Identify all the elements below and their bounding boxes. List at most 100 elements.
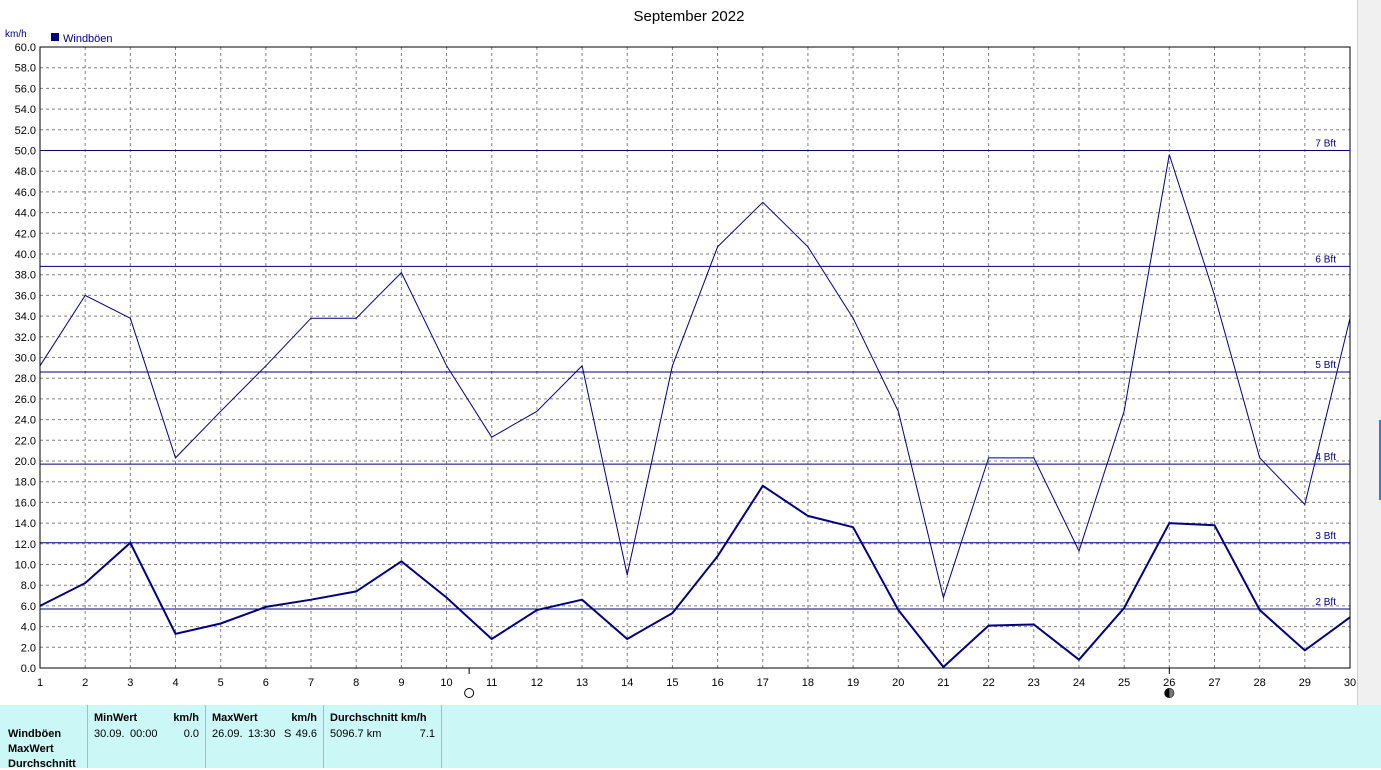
y-tick-label: 16.0 [15, 497, 36, 509]
x-tick-label: 6 [263, 677, 269, 689]
y-tick-label: 18.0 [15, 477, 36, 489]
avg-distance: 5096.7 km [330, 728, 382, 740]
min-unit: km/h [173, 712, 199, 724]
series-line-2 [39, 484, 1351, 669]
side-accent [1379, 420, 1381, 500]
x-tick-label: 8 [353, 677, 359, 689]
avg-value: 7.1 [419, 728, 435, 740]
x-tick-label: 2 [82, 677, 88, 689]
max-time: 13:30 [248, 728, 276, 740]
x-tick-label: 7 [308, 677, 314, 689]
y-tick-label: 24.0 [15, 415, 36, 427]
beaufort-label: 4 Bft [1315, 452, 1336, 463]
x-tick-label: 25 [1118, 677, 1130, 689]
x-tick-label: 1 [37, 677, 43, 689]
y-tick-label: 12.0 [15, 539, 36, 551]
y-tick-label: 36.0 [15, 290, 36, 302]
y-tick-label: 42.0 [15, 228, 36, 240]
x-tick-label: 21 [937, 677, 949, 689]
x-tick-label: 26 [1163, 677, 1175, 689]
x-tick-label: 14 [621, 677, 633, 689]
y-tick-label: 52.0 [15, 125, 36, 137]
wind-gust-chart: September 2022 km/h Windböen 0.0 2.0 4.0 6.… [5, 8, 1356, 698]
y-tick-label: 38.0 [15, 270, 36, 282]
x-tick-label: 24 [1073, 677, 1085, 689]
x-tick-label: 27 [1208, 677, 1220, 689]
max-direction: S [284, 728, 292, 740]
legend-swatch [51, 33, 59, 41]
y-tick-label: 48.0 [15, 166, 36, 178]
y-tick-label: 6.0 [21, 601, 36, 613]
max-unit: km/h [291, 712, 317, 724]
min-value: 0.0 [183, 728, 199, 740]
y-tick-label: 40.0 [15, 249, 36, 261]
y-tick-label: 28.0 [15, 373, 36, 385]
y-axis-unit: km/h [5, 29, 27, 40]
x-tick-label: 16 [711, 677, 723, 689]
x-tick-label: 15 [666, 677, 678, 689]
x-tick-label: 18 [802, 677, 814, 689]
min-time: 00:00 [130, 728, 158, 740]
x-tick-label: 4 [172, 677, 178, 689]
y-tick-label: 54.0 [15, 104, 36, 116]
max-value: 49.6 [295, 728, 317, 740]
beaufort-label: 5 Bft [1315, 360, 1336, 371]
row-label-maxwert: MaxWert [8, 743, 54, 755]
moon-markers [464, 668, 1175, 698]
stats-min-column: MinWert km/h 30.09. 00:00 0.0 [88, 705, 206, 768]
stats-row-labels: Windböen MaxWert Durchschnitt [0, 705, 88, 770]
stats-max-column: MaxWert km/h 26.09. 13:30 S 49.6 [206, 705, 324, 768]
x-tick-label: 20 [892, 677, 904, 689]
new-moon-icon [1164, 688, 1175, 698]
beaufort-label: 3 Bft [1315, 531, 1336, 542]
x-tick-label: 3 [127, 677, 133, 689]
x-tick-label: 11 [486, 677, 497, 689]
legend-label: Windböen [63, 33, 113, 45]
x-tick-label: 5 [218, 677, 224, 689]
x-tick-label: 30 [1344, 677, 1356, 689]
grid [40, 47, 1350, 668]
beaufort-label: 7 Bft [1315, 139, 1336, 150]
y-tick-label: 14.0 [15, 518, 36, 530]
beaufort-lines: 2 Bft 3 Bft 4 Bft 5 Bft 6 Bft 7 Bft [40, 139, 1350, 610]
min-title: MinWert [94, 712, 138, 724]
y-tick-label: 34.0 [15, 311, 36, 323]
row-label-durchschnitt: Durchschnitt [8, 758, 76, 770]
beaufort-label: 6 Bft [1315, 254, 1336, 265]
y-tick-label: 32.0 [15, 332, 36, 344]
series-layer [39, 154, 1351, 669]
x-tick-label: 13 [576, 677, 588, 689]
y-tick-label: 60.0 [15, 42, 36, 54]
stats-panel: Windböen MaxWert Durchschnitt MinWert km… [0, 705, 1381, 770]
x-tick-label: 19 [847, 677, 859, 689]
y-tick-label: 58.0 [15, 63, 36, 75]
plot-frame [39, 46, 1351, 669]
y-tick-label: 26.0 [15, 394, 36, 406]
new-moon-shade [1169, 688, 1174, 698]
y-tick-label: 30.0 [15, 353, 36, 365]
x-tick-label: 29 [1299, 677, 1311, 689]
y-tick-label: 4.0 [21, 622, 36, 634]
x-tick-label: 28 [1254, 677, 1266, 689]
max-date: 26.09. [212, 728, 243, 740]
beaufort-label: 2 Bft [1315, 597, 1336, 608]
y-tick-label: 20.0 [15, 456, 36, 468]
x-tick-label: 22 [982, 677, 994, 689]
full-moon-icon [464, 688, 475, 698]
x-tick-label: 9 [398, 677, 404, 689]
x-tick-label: 12 [531, 677, 543, 689]
chart-title: September 2022 [634, 8, 745, 25]
max-title: MaxWert [212, 712, 258, 724]
y-tick-label: 10.0 [15, 560, 36, 572]
x-tick-label: 23 [1028, 677, 1040, 689]
side-panel-edge [1357, 0, 1381, 705]
y-tick-label: 50.0 [15, 146, 36, 158]
series-line-windboeen [39, 154, 1351, 600]
y-tick-label: 2.0 [21, 642, 36, 654]
y-tick-label: 46.0 [15, 187, 36, 199]
x-tick-label: 17 [757, 677, 769, 689]
stats-avg-column: Durchschnitt km/h 5096.7 km 7.1 [324, 705, 442, 768]
avg-title: Durchschnitt km/h [330, 712, 427, 724]
y-tick-label: 56.0 [15, 83, 36, 95]
y-tick-label: 8.0 [21, 580, 36, 592]
